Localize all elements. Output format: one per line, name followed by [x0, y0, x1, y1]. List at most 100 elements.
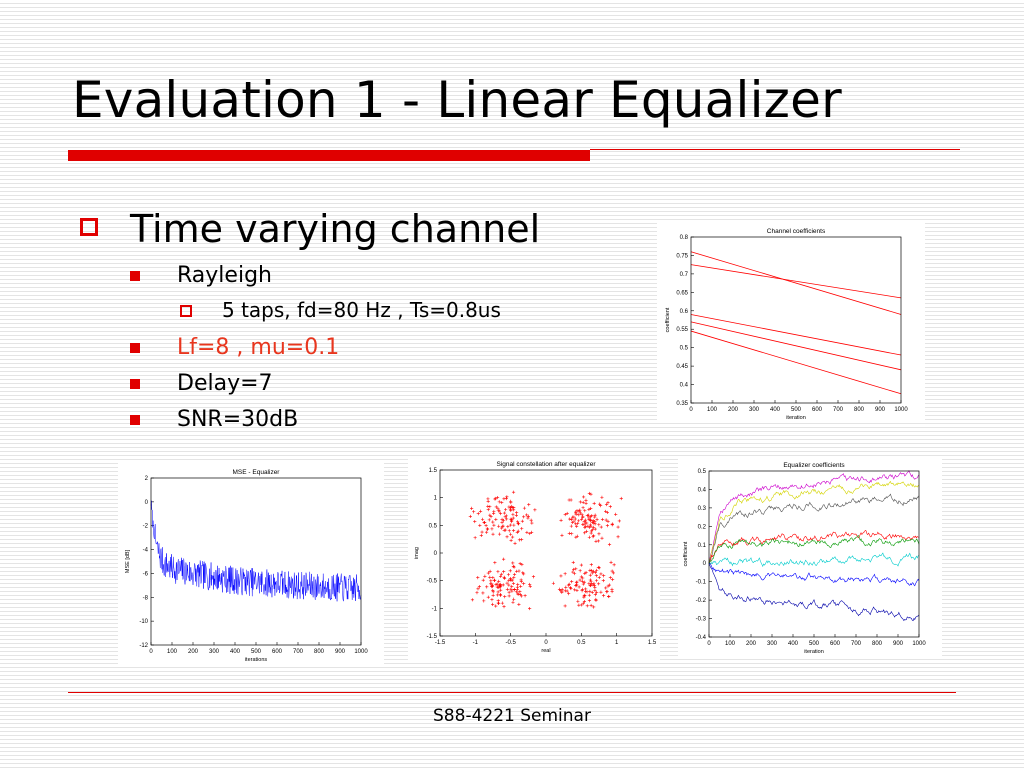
bullet-item-text: Delay=7	[177, 371, 273, 396]
constellation-point	[590, 520, 594, 524]
constellation-point	[560, 533, 564, 537]
constellation-point	[604, 586, 608, 590]
constellation-point	[517, 602, 521, 607]
constellation-point	[588, 568, 592, 572]
constellation-point	[508, 523, 513, 527]
constellation-point	[574, 511, 578, 515]
equalizer-series-line	[708, 552, 920, 568]
constellation-point	[528, 582, 532, 587]
constellation-point	[586, 524, 590, 528]
constellation-point	[496, 506, 500, 510]
constellation-point	[589, 506, 593, 511]
x-tick-label: 500	[809, 641, 820, 647]
constellation-point	[507, 594, 511, 598]
y-tick-label: -0.1	[696, 580, 707, 586]
x-tick-label: 800	[872, 641, 883, 647]
constellation-point	[504, 514, 508, 518]
constellation-point	[551, 581, 555, 585]
constellation-point	[584, 570, 588, 575]
constellation-point	[509, 538, 513, 542]
constellation-point	[583, 518, 588, 522]
x-tick-label: 600	[272, 649, 283, 655]
y-tick-label: 2	[145, 476, 149, 482]
constellation-point	[589, 579, 593, 583]
constellation-point	[579, 575, 583, 579]
constellation-point	[505, 587, 509, 591]
constellation-point	[495, 495, 500, 500]
footer-rule	[68, 692, 956, 693]
constellation-point	[589, 529, 594, 533]
square-bullet-icon	[130, 343, 140, 353]
square-bullet-icon	[130, 379, 140, 389]
constellation-point	[481, 591, 485, 595]
constellation-point	[515, 530, 519, 534]
constellation-point	[589, 524, 593, 528]
constellation-point	[509, 500, 513, 505]
constellation-point	[508, 532, 513, 536]
constellation-point	[578, 511, 582, 515]
constellation-point	[574, 522, 578, 526]
constellation-point	[496, 601, 500, 605]
channel-series-line	[690, 330, 902, 395]
constellation-point	[594, 574, 598, 578]
constellation-point	[515, 569, 519, 573]
constellation-point	[582, 580, 587, 584]
equalizer-series-line	[708, 493, 920, 564]
constellation-point	[574, 567, 578, 571]
constellation-point	[498, 592, 503, 597]
constellation-point	[577, 585, 581, 589]
x-tick-label: 0	[707, 641, 711, 647]
constellation-point	[491, 593, 495, 597]
constellation-point	[594, 598, 598, 602]
constellation-point	[501, 583, 505, 587]
y-tick-label: -12	[139, 643, 148, 649]
constellation-point	[559, 574, 563, 578]
constellation-point	[601, 578, 605, 583]
constellation-point	[485, 585, 489, 589]
constellation-point	[510, 535, 515, 539]
constellation-point	[481, 578, 485, 582]
constellation-point	[500, 601, 505, 605]
constellation-point	[480, 530, 484, 534]
y-tick-label: -1	[432, 606, 438, 612]
title-underline-bar	[68, 150, 590, 161]
constellation-point	[486, 571, 490, 575]
constellation-point	[486, 504, 490, 508]
constellation-point	[520, 519, 524, 523]
constellation-point	[493, 561, 497, 565]
x-tick-label: 1000	[354, 649, 368, 655]
constellation-point	[576, 599, 580, 603]
y-tick-label: -0.2	[696, 598, 707, 604]
constellation-point	[491, 602, 495, 607]
square-bullet-icon	[130, 415, 140, 425]
constellation-point	[511, 564, 515, 568]
plot-frame	[708, 470, 920, 638]
constellation-point	[528, 606, 532, 611]
constellation-point	[476, 512, 480, 516]
constellation-point	[588, 573, 592, 577]
constellation-point	[484, 530, 489, 534]
constellation-point	[512, 523, 516, 527]
constellation-point	[498, 585, 502, 589]
y-tick-label: 0.75	[676, 253, 688, 259]
constellation-point	[520, 537, 524, 542]
constellation-point	[578, 500, 582, 504]
constellation-point	[497, 524, 501, 528]
x-tick-label: 300	[767, 641, 778, 647]
constellation-point	[589, 563, 593, 567]
constellation-point	[521, 572, 526, 576]
constellation-point	[494, 604, 498, 608]
constellation-point	[593, 585, 597, 589]
constellation-point	[507, 590, 511, 594]
x-tick-label: 0	[544, 640, 548, 646]
x-tick-label: 500	[251, 649, 262, 655]
constellation-point	[507, 583, 511, 587]
constellation-point	[490, 527, 494, 531]
constellation-point	[592, 501, 596, 506]
constellation-point	[492, 578, 496, 583]
constellation-point	[523, 594, 527, 598]
y-tick-label: -1.5	[427, 634, 438, 640]
constellation-point	[518, 590, 522, 594]
constellation-point	[516, 520, 520, 524]
x-tick-label: 200	[188, 649, 199, 655]
